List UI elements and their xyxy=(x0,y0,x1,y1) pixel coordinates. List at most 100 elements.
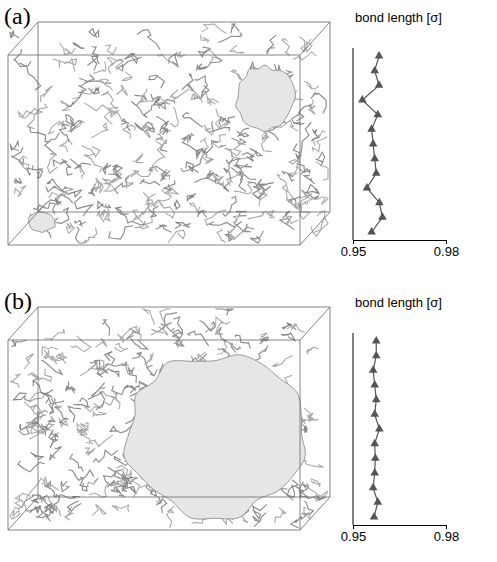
chain xyxy=(132,154,143,163)
chain xyxy=(44,482,55,496)
chain xyxy=(229,343,240,352)
chain xyxy=(216,321,230,334)
chain xyxy=(202,24,227,34)
chain xyxy=(215,309,233,315)
box-edge xyxy=(8,530,300,531)
chain xyxy=(93,450,118,462)
chain xyxy=(235,335,250,348)
chain xyxy=(107,108,121,119)
chain xyxy=(75,196,93,216)
chain xyxy=(102,91,117,109)
chain xyxy=(302,508,311,519)
chain xyxy=(234,183,252,194)
chain xyxy=(217,228,225,243)
chain xyxy=(307,488,328,502)
chain xyxy=(85,228,97,243)
chain xyxy=(108,362,129,367)
chain xyxy=(27,104,47,129)
chain xyxy=(103,178,115,184)
polymer-chains xyxy=(10,24,328,243)
chain xyxy=(55,406,67,423)
chain xyxy=(282,39,290,55)
chain xyxy=(273,356,293,367)
chain xyxy=(87,47,98,65)
chain xyxy=(195,76,208,92)
chain xyxy=(48,397,64,404)
chain xyxy=(250,231,263,243)
chain xyxy=(218,32,241,42)
chain xyxy=(142,309,154,324)
chain xyxy=(175,201,181,210)
chain xyxy=(146,124,154,132)
chain xyxy=(27,165,38,174)
chain xyxy=(18,461,45,472)
box-edge xyxy=(8,307,38,340)
chain xyxy=(188,331,209,346)
box-edge xyxy=(8,55,9,245)
axis-title: bond length [σ] xyxy=(355,295,442,310)
y-axis-line xyxy=(353,333,354,525)
box-edge xyxy=(38,22,39,212)
chain xyxy=(190,203,201,212)
chain xyxy=(142,128,150,138)
chain xyxy=(175,222,191,228)
chain xyxy=(89,482,109,497)
chain xyxy=(112,505,129,512)
chain xyxy=(166,188,178,194)
chain xyxy=(200,157,213,164)
tick: 0.95 xyxy=(341,240,366,259)
chain xyxy=(33,203,55,210)
chain xyxy=(105,45,116,54)
chain xyxy=(10,31,19,38)
chain xyxy=(51,355,66,364)
plot-area xyxy=(358,51,387,234)
chain xyxy=(170,89,189,99)
chain xyxy=(92,504,106,515)
chain xyxy=(253,504,267,519)
chain xyxy=(139,218,153,229)
chain xyxy=(316,161,328,180)
chain xyxy=(41,86,53,103)
chain xyxy=(38,423,54,434)
chain xyxy=(60,139,72,152)
tick: 0.98 xyxy=(434,240,459,259)
chain xyxy=(112,386,128,395)
box-edge xyxy=(38,22,330,23)
chain xyxy=(74,220,86,225)
x-axis: 0.95 0.98 xyxy=(341,240,459,259)
chain xyxy=(48,153,58,173)
chain xyxy=(137,30,160,50)
chain xyxy=(168,230,185,243)
box-edge xyxy=(300,340,301,530)
chain xyxy=(308,495,326,500)
chain xyxy=(14,495,22,508)
chain xyxy=(104,109,116,124)
chain xyxy=(44,350,51,359)
chain xyxy=(163,312,177,329)
box-edge xyxy=(300,212,330,245)
void-surface xyxy=(124,355,306,519)
chain xyxy=(226,159,241,176)
tick-label: 0.95 xyxy=(341,529,366,544)
chain xyxy=(10,141,19,150)
chain xyxy=(281,332,295,340)
chain xyxy=(237,128,249,136)
chain xyxy=(14,186,26,197)
chain xyxy=(287,324,305,333)
x-axis: 0.950.98 xyxy=(341,525,459,544)
chain xyxy=(68,406,81,422)
chain xyxy=(12,340,27,347)
chain xyxy=(66,381,70,391)
chain xyxy=(144,353,153,365)
chain xyxy=(282,185,293,201)
box-edge xyxy=(8,340,300,341)
chain xyxy=(301,122,312,153)
chain xyxy=(135,95,147,105)
chain xyxy=(163,180,175,190)
chain xyxy=(51,429,58,440)
chain xyxy=(200,34,208,42)
chain xyxy=(294,52,316,60)
axis-title: bond length [σ] xyxy=(355,10,442,25)
box-edge xyxy=(8,340,9,530)
simulation-box xyxy=(8,307,330,530)
